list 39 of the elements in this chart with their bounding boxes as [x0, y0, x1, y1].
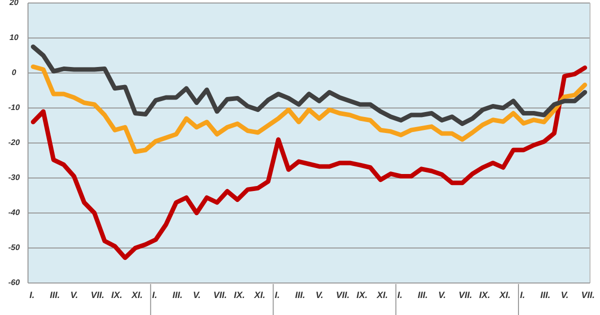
x-tick-label: V. [316, 290, 324, 300]
x-tick-label: VII. [213, 290, 227, 300]
line-series [30, 44, 588, 126]
x-tick-label: III. [540, 290, 550, 300]
x-tick-label: V. [438, 290, 446, 300]
x-tick-label: V. [70, 290, 78, 300]
x-tick-label: VII. [336, 290, 350, 300]
x-tick-label: IX. [356, 290, 368, 300]
x-tick-label: III. [50, 290, 60, 300]
x-tick-label: IX. [234, 290, 245, 300]
x-tick-label: IX. [111, 290, 122, 300]
x-tick-label: XI. [253, 290, 266, 300]
x-tick-label: XI. [498, 290, 511, 300]
x-tick-label: XI. [376, 290, 388, 300]
x-tick-label: VII. [90, 290, 104, 300]
line-series [30, 64, 588, 154]
x-tick-label: I. [152, 290, 158, 300]
x-tick-label: I. [397, 290, 402, 300]
x-tick-label: VII. [581, 290, 595, 300]
x-tick-label: XI. [130, 290, 143, 300]
x-tick-label: I. [520, 290, 525, 300]
y-tick-label: -30 [8, 173, 20, 182]
y-tick-label: -40 [8, 208, 20, 218]
y-tick-label: 0 [12, 68, 17, 78]
y-tick-label: -10 [8, 103, 20, 112]
y-tick-label: -50 [8, 243, 20, 252]
y-tick-label: -60 [8, 278, 20, 288]
x-tick-label: V. [192, 290, 201, 300]
x-tick-label: III. [418, 290, 428, 300]
x-tick-label: III. [295, 290, 306, 300]
y-tick-label: 10 [10, 33, 19, 42]
x-tick-label: VII. [458, 290, 472, 300]
x-tick-label: I. [30, 290, 35, 300]
x-tick-label: IX. [479, 290, 490, 300]
y-tick-label: -20 [8, 138, 20, 148]
line-series [30, 66, 588, 260]
x-tick-label: I. [274, 290, 280, 300]
x-tick-label: III. [172, 290, 183, 300]
x-tick-label: V. [560, 290, 569, 300]
